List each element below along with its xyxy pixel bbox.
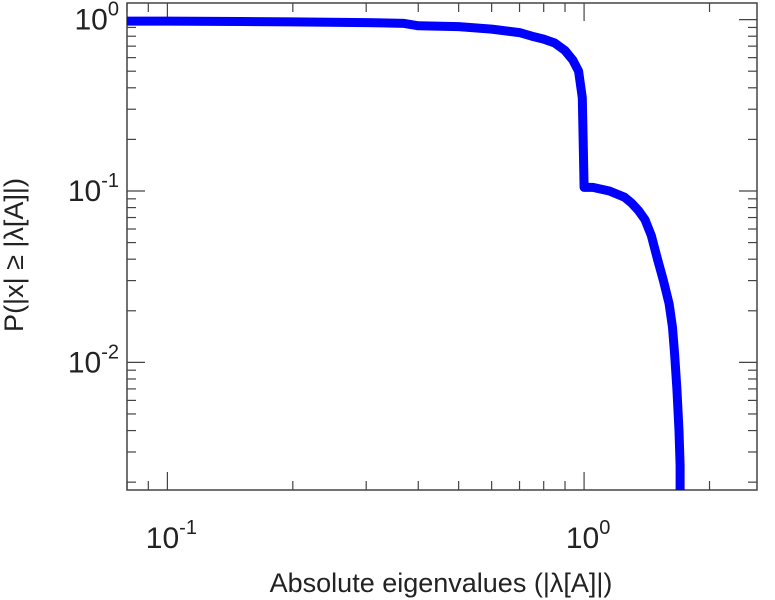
- y-tick-label: 100: [75, 0, 120, 37]
- plot-frame: [126, 2, 758, 491]
- x-tick-label: 100: [566, 517, 611, 555]
- major-ticks: [127, 3, 757, 490]
- x-tick-label: 10-1: [146, 517, 197, 555]
- x-axis-label: Absolute eigenvalues (|λ[A]|): [270, 568, 613, 598]
- tick-labels: 10-1 100 100 10-1 10-2: [68, 0, 611, 555]
- y-tick-label: 10-2: [68, 341, 119, 379]
- y-axis-label: P(|x| ≥ |λ[A]|): [0, 178, 29, 332]
- minor-ticks: [126, 3, 757, 490]
- series-line-0: [127, 16, 685, 490]
- y-tick-label: 10-1: [68, 170, 119, 208]
